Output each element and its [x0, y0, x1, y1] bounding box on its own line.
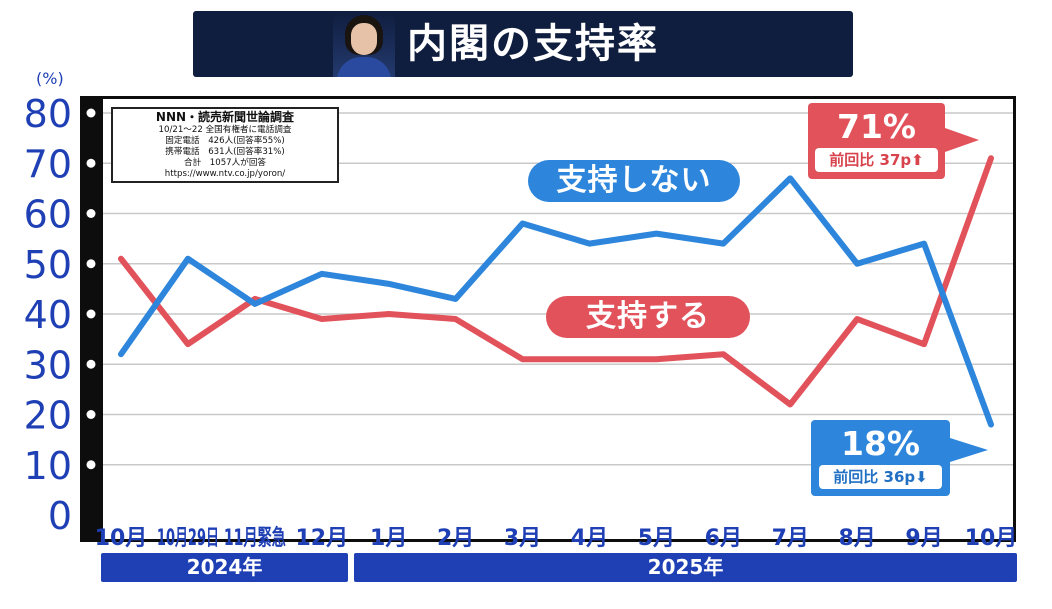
axis-tick-dot — [86, 209, 96, 218]
survey-line: 合計 1057人が回答 — [183, 158, 267, 168]
axis-tick-dot — [86, 359, 96, 369]
x-tick-label: 10月29日 — [157, 526, 219, 551]
support-series-line — [118, 155, 994, 408]
survey-line: 10/21～22 全国有権者に電話調査 — [158, 125, 292, 135]
x-tick-label: 10月 — [965, 526, 1018, 551]
x-tick-label: 5月 — [638, 526, 675, 551]
y-tick-label: 0 — [48, 494, 72, 538]
oppose-latest-callout: 18% 前回比 36p⬇ — [811, 420, 950, 496]
oppose-series-line — [118, 175, 994, 428]
y-tick-label: 60 — [24, 193, 72, 237]
axis-tick-dot — [86, 410, 96, 419]
x-tick-label: 7月 — [772, 526, 809, 551]
series-label-support: 支持する — [546, 296, 750, 338]
oppose-latest-value: 18% — [841, 424, 920, 463]
support-callout-pointer — [945, 128, 979, 152]
x-tick-label: 10月 — [95, 526, 148, 551]
axis-tick-dot — [86, 158, 96, 168]
y-tick-label: 50 — [24, 243, 72, 287]
y-tick-label: 70 — [24, 142, 72, 186]
survey-line: 携帯電話 631人(回答率31%) — [165, 147, 285, 157]
y-tick-label: 20 — [24, 394, 72, 438]
survey-info-box: NNN・読売新聞世論調査 10/21～22 全国有権者に電話調査 固定電話 42… — [111, 107, 339, 183]
support-change: 前回比 37p⬆ — [815, 148, 938, 172]
y-axis-unit: (%) — [36, 69, 64, 88]
y-tick-label: 80 — [24, 92, 72, 136]
survey-line: 固定電話 426人(回答率55%) — [165, 136, 285, 146]
support-latest-value: 71% — [837, 107, 916, 146]
axis-tick-dot — [86, 108, 96, 118]
x-tick-label: 12月 — [295, 526, 348, 551]
axis-tick-dot — [86, 259, 96, 269]
year-band-2024: 2024年 — [101, 553, 348, 582]
x-tick-label: 2月 — [437, 526, 474, 551]
y-tick-label: 30 — [24, 343, 72, 387]
x-tick-label: 1月 — [370, 526, 407, 551]
y-tick-label: 40 — [24, 293, 72, 337]
x-tick-label: 9月 — [905, 526, 942, 551]
x-tick-label: 11月緊急 — [224, 525, 286, 551]
x-tick-label: 8月 — [838, 526, 875, 551]
survey-url: https://www.ntv.co.jp/yoron/ — [164, 169, 286, 179]
oppose-callout-pointer — [950, 438, 988, 462]
series-label-oppose: 支持しない — [528, 160, 740, 202]
title-banner: 内閣の支持率 — [193, 11, 853, 77]
oppose-change: 前回比 36p⬇ — [819, 465, 942, 489]
axis-tick-dot — [86, 460, 96, 470]
y-tick-label: 10 — [24, 444, 72, 488]
axis-tick-dot — [86, 309, 96, 319]
survey-title: NNN・読売新聞世論調査 — [155, 110, 295, 124]
year-band-2025: 2025年 — [354, 553, 1017, 582]
prime-minister-photo — [333, 11, 395, 77]
page-title: 内閣の支持率 — [407, 21, 659, 67]
x-tick-label: 6月 — [705, 526, 742, 551]
x-tick-label: 4月 — [571, 526, 608, 551]
support-latest-callout: 71% 前回比 37p⬆ — [808, 103, 945, 179]
x-tick-label: 3月 — [504, 526, 541, 551]
